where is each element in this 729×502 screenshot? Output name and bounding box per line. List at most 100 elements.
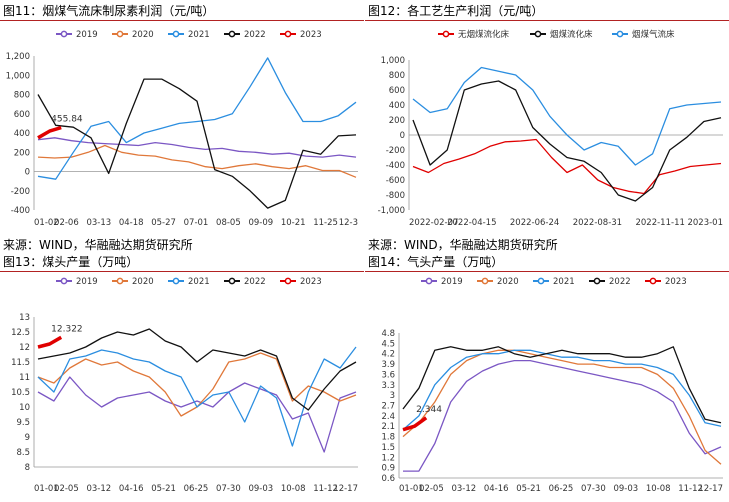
- y-tick-label: 2.4: [381, 412, 395, 422]
- chart-title: 图13：煤头产量（万吨）: [3, 255, 139, 269]
- series-line-2021: [37, 57, 357, 180]
- y-tick-label: -600: [386, 176, 405, 186]
- x-tick-label: 2022-11-11: [635, 218, 684, 228]
- x-tick-label: 01-01: [399, 484, 424, 494]
- y-tick-label: 8.5: [16, 448, 30, 458]
- x-tick-label: 04-16: [119, 484, 144, 494]
- series-line-2019: [403, 359, 722, 472]
- x-tick-label: 09-03: [613, 484, 638, 494]
- series-line-2020: [402, 349, 722, 465]
- legend-label: 2023: [300, 277, 322, 287]
- x-tick-label: 11-12: [313, 484, 338, 494]
- chart-12: -1,000 -800 -600 -400 -200 0 200 400 600 800 1,000…: [378, 29, 723, 228]
- x-tick-label: 2022-04-15: [447, 218, 496, 228]
- y-tick-label: 11: [19, 373, 30, 383]
- legend-label: 2020: [497, 277, 519, 287]
- y-tick-label: 11.5: [11, 358, 30, 368]
- x-tick-label: 06-25: [549, 484, 574, 494]
- legend-label: 2021: [188, 30, 210, 40]
- chart-source: 来源：WIND，华融融达期货研究所: [3, 238, 193, 252]
- y-tick-label: 0.9: [381, 464, 395, 474]
- legend-marker: [228, 277, 236, 285]
- y-tick-label: 1.5: [381, 443, 395, 453]
- y-tick-label: 2.1: [381, 422, 395, 432]
- chart-title: 图12：各工艺生产利润（元/吨）: [368, 4, 544, 18]
- chart-11: -400 -200 0 200 400 600 800 1,000 1,200 01-0202-0…: [6, 30, 358, 228]
- legend-label: 2022: [609, 277, 631, 287]
- data-label: 455.84: [51, 115, 83, 125]
- y-tick-label: -800: [386, 191, 405, 201]
- y-tick-label: 12.5: [11, 328, 30, 338]
- legend-marker: [593, 277, 601, 285]
- chart-panel-13: 图13：煤头产量（万吨） 8 8.5 9 9.5 10 10.5 11 11.5 12 12.5 1…: [0, 251, 364, 502]
- series-line-2021: [402, 349, 722, 431]
- y-tick-label: 1.2: [381, 453, 395, 463]
- legend-marker: [60, 30, 68, 38]
- legend-marker: [616, 30, 624, 38]
- y-tick-label: 13: [19, 313, 30, 323]
- x-tick-label: 09-03: [248, 484, 273, 494]
- legend-label: 无烟煤流化床: [458, 29, 510, 40]
- y-tick-label: -200: [11, 187, 30, 197]
- legend-marker: [284, 277, 292, 285]
- x-tick-label: 05-21: [516, 484, 541, 494]
- y-tick-label: 2.7: [381, 402, 395, 412]
- y-tick-label: 8: [25, 463, 30, 473]
- y-tick-label: 400: [14, 129, 30, 139]
- legend-marker: [116, 30, 124, 38]
- legend-label: 2021: [188, 277, 210, 287]
- series-line-2020: [37, 144, 357, 178]
- y-tick-label: 1.8: [381, 433, 395, 443]
- chart-title: 图11：烟煤气流床制尿素利润（元/吨）: [3, 4, 215, 18]
- legend-label: 2020: [132, 277, 154, 287]
- x-tick-label: 01-01: [34, 484, 59, 494]
- x-tick-label: 06-25: [184, 484, 209, 494]
- x-tick-label: 10-21: [281, 218, 306, 228]
- x-tick-label: 02-05: [419, 484, 444, 494]
- legend-marker: [116, 277, 124, 285]
- x-tick-label: 05-27: [151, 218, 176, 228]
- legend-label: 烟煤流化床: [550, 29, 593, 40]
- legend-label: 2019: [76, 277, 98, 287]
- x-tick-label: 03-12: [451, 484, 476, 494]
- x-tick-label: 03-13: [86, 218, 111, 228]
- x-tick-label: 07-01: [184, 218, 209, 228]
- series-line-烟煤气流床: [412, 66, 722, 166]
- x-tick-label: 11-25: [313, 218, 338, 228]
- legend-marker: [172, 30, 180, 38]
- series-line-2019: [37, 137, 357, 158]
- series-line-2022: [37, 328, 357, 411]
- y-tick-label: -200: [386, 146, 405, 156]
- x-tick-label: 12-17: [698, 484, 723, 494]
- y-tick-label: 3.3: [381, 381, 395, 391]
- y-tick-label: 4.2: [381, 350, 395, 360]
- legend-marker: [481, 277, 489, 285]
- series-line-2022: [37, 78, 357, 209]
- x-tick-label: 09-09: [248, 218, 273, 228]
- series-line-烟煤流化床: [412, 80, 722, 202]
- y-tick-label: 10.5: [11, 388, 30, 398]
- y-tick-label: 1,000: [6, 71, 30, 81]
- chart-panel-12: 图12：各工艺生产利润（元/吨） -1,000 -800 -600 -400 -200 0…: [365, 0, 729, 252]
- x-tick-label: 08-05: [216, 218, 241, 228]
- y-tick-label: 9: [25, 433, 30, 443]
- legend-label: 2022: [244, 277, 266, 287]
- legend-marker: [649, 277, 657, 285]
- x-tick-label: 04-16: [484, 484, 509, 494]
- x-tick-label: 2022-06-24: [510, 218, 559, 228]
- y-tick-label: 3.6: [381, 370, 395, 380]
- legend-marker: [534, 30, 542, 38]
- y-tick-label: 4.8: [381, 329, 395, 339]
- series-line-2019: [37, 376, 357, 453]
- data-label: 2.344: [416, 405, 442, 415]
- y-tick-label: 1,000: [381, 56, 405, 66]
- y-tick-label: 800: [14, 91, 30, 101]
- x-tick-label: 10-08: [281, 484, 306, 494]
- x-tick-label: 12-3: [339, 218, 358, 228]
- x-tick-label: 2022-08-31: [573, 218, 622, 228]
- y-tick-label: 0: [400, 131, 405, 141]
- y-tick-label: 0: [25, 168, 30, 178]
- series-line-无烟煤流化床: [412, 138, 722, 195]
- y-tick-label: 3: [390, 391, 395, 401]
- series-line-2023: [37, 125, 62, 140]
